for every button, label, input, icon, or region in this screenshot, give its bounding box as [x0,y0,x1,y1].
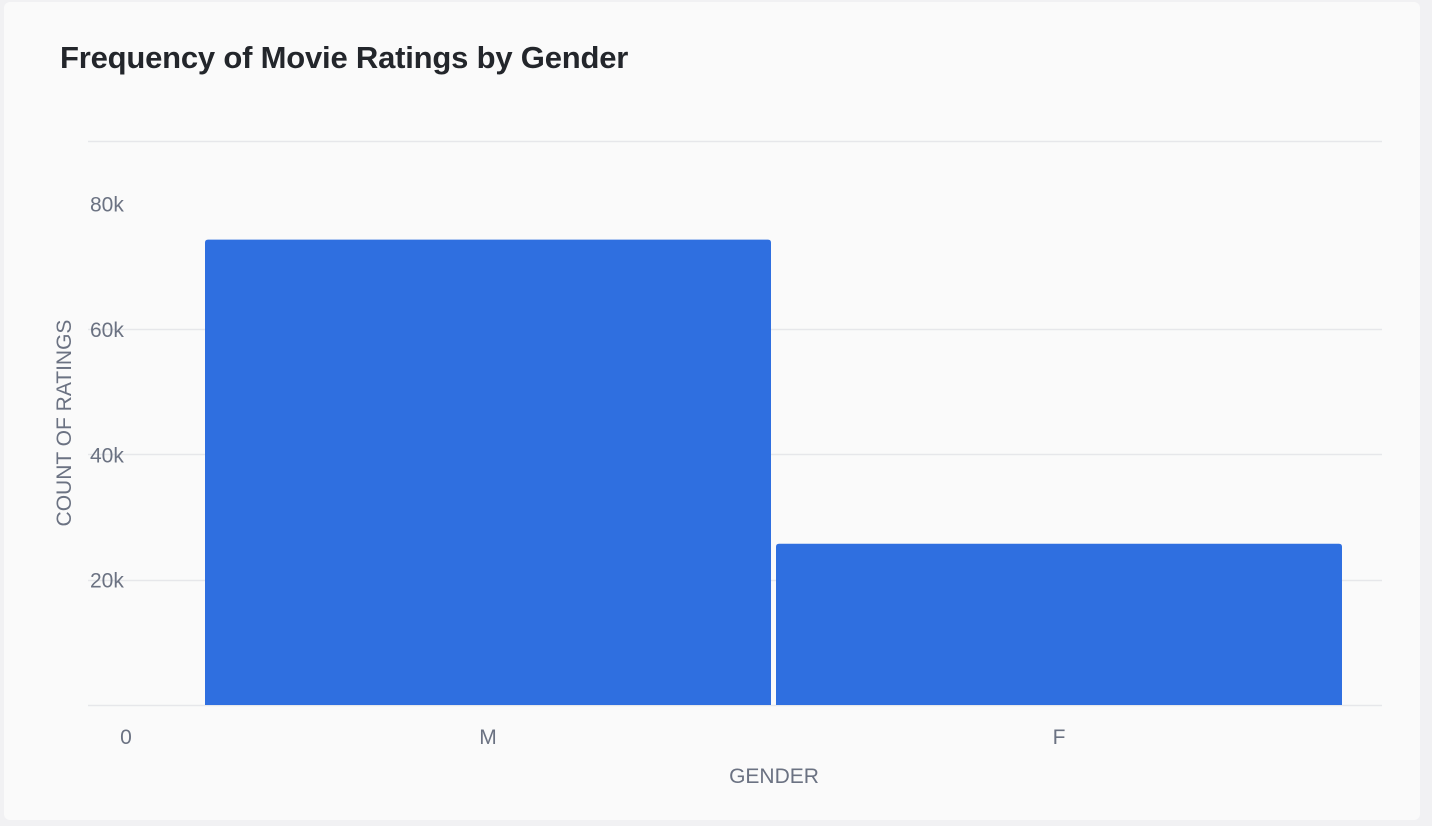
y-tick-label: 40k [90,444,124,467]
x-tick-label: M [479,726,497,749]
x-tick-label: F [1053,726,1066,749]
y-tick-label-zero: 0 [120,726,132,749]
y-tick-label: 80k [90,194,124,217]
bars [205,239,1342,705]
y-axis-title: COUNT OF RATINGS [53,320,76,527]
y-axis-ticks: 20k 40k 60k 80k [90,194,124,593]
y-tick-label: 60k [90,319,124,342]
bar-f[interactable] [776,543,1342,705]
x-axis-title: GENDER [729,765,819,788]
y-tick-label: 20k [90,570,124,593]
chart-title: Frequency of Movie Ratings by Gender [60,40,629,75]
bar-m[interactable] [205,239,771,705]
